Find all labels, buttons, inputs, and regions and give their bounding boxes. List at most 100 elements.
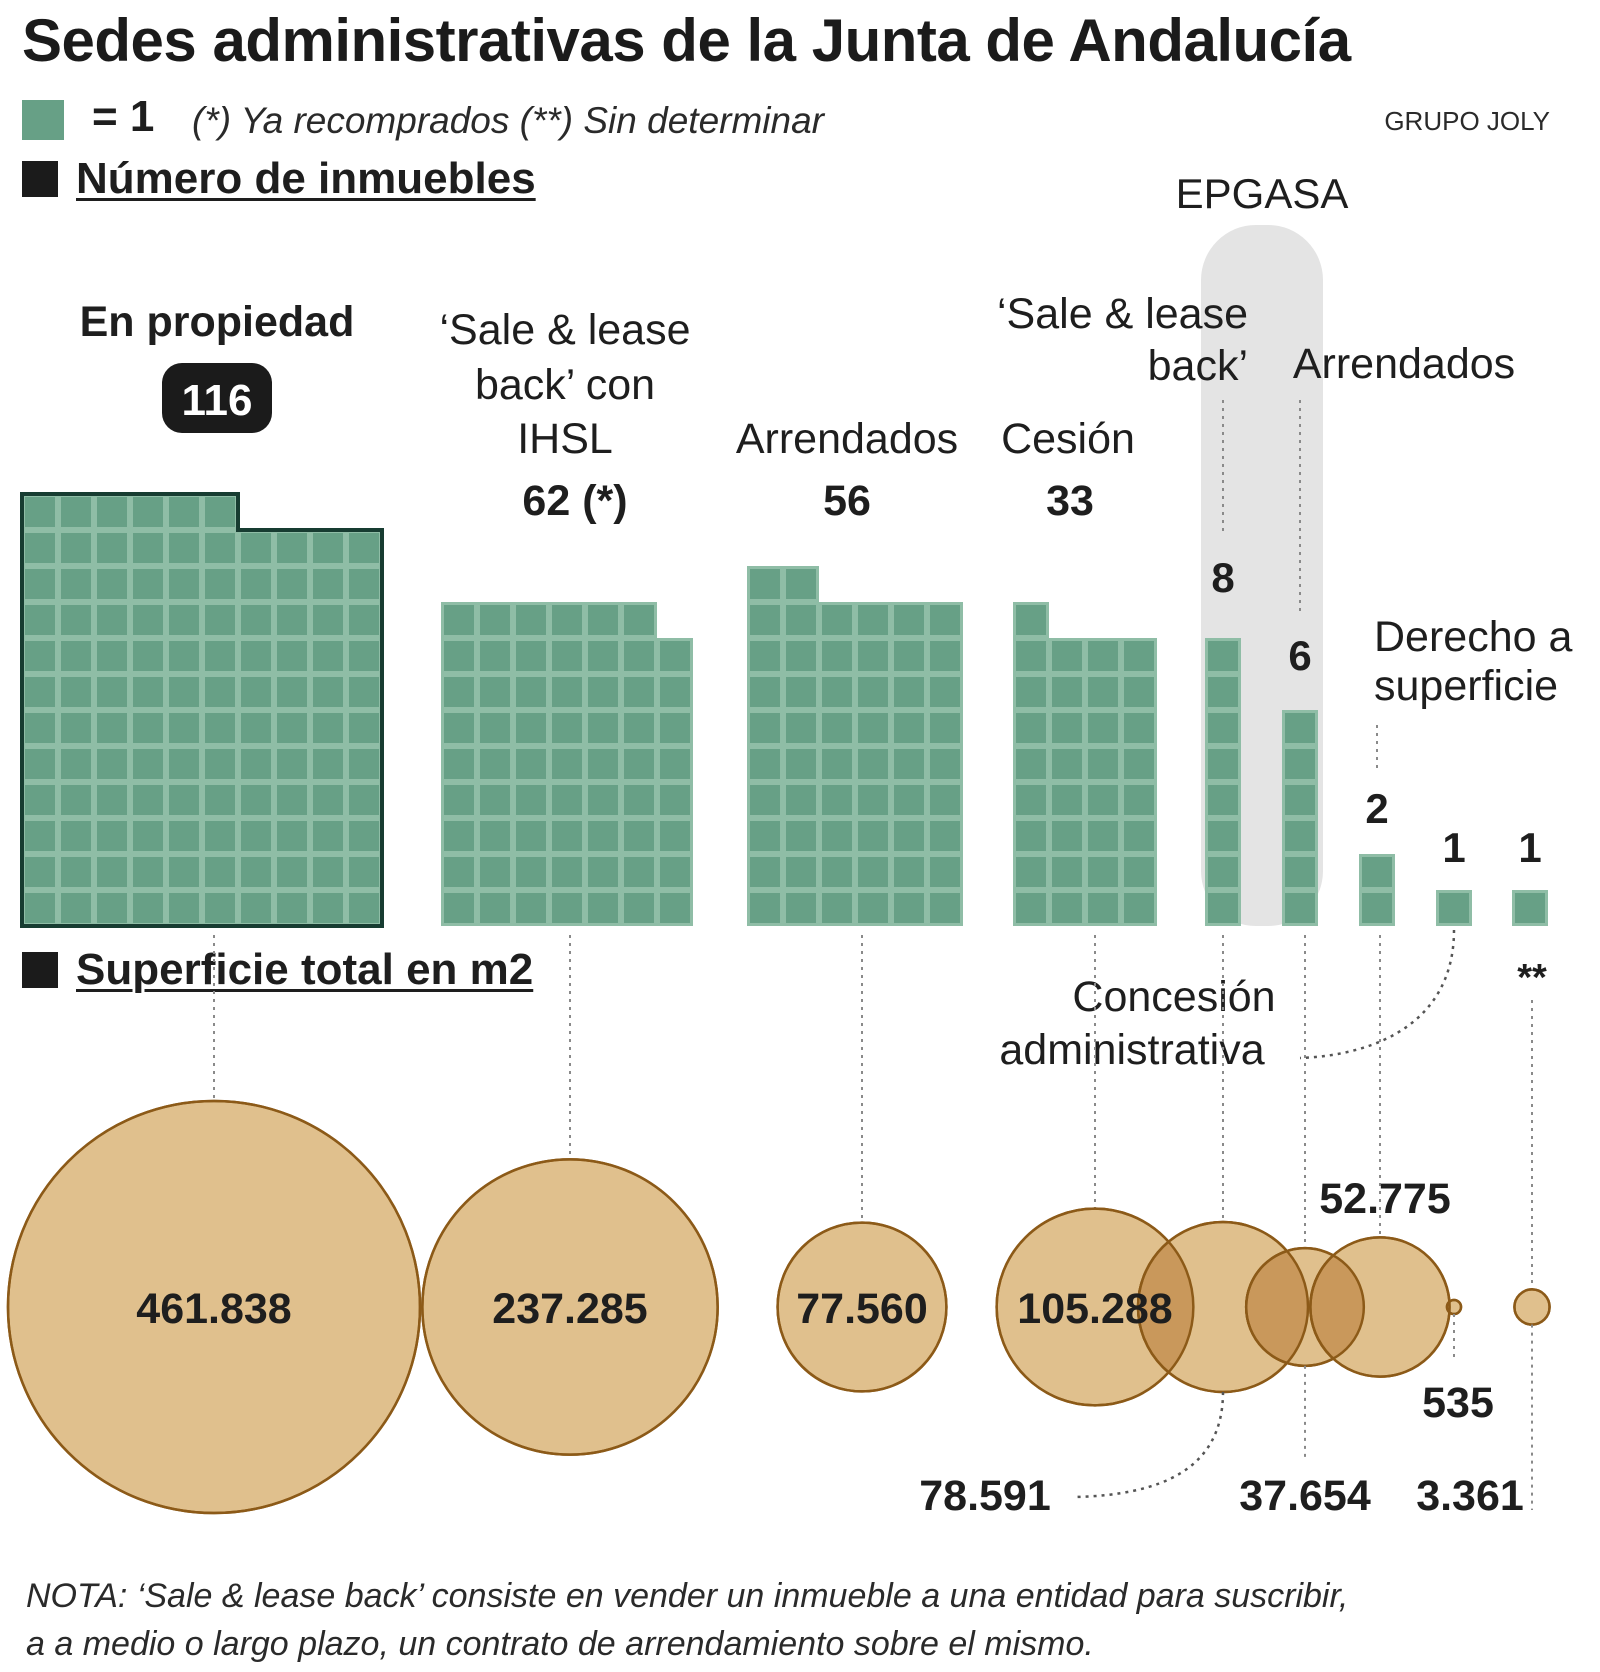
- waffle-square: [238, 602, 274, 638]
- waffle-square: [783, 638, 819, 674]
- waffle-square: [855, 890, 891, 926]
- waffle-square: [1359, 890, 1395, 926]
- waffle-square: [166, 674, 202, 710]
- category-label: Concesión: [1072, 973, 1275, 1021]
- category-label: back’: [1148, 342, 1248, 390]
- waffle-square: [441, 638, 477, 674]
- waffle-square: [1282, 782, 1318, 818]
- footnote-line-2: a a medio o largo plazo, un contrato de …: [26, 1625, 1094, 1663]
- waffle-square: [927, 674, 963, 710]
- waffle-square: [94, 494, 130, 530]
- marker-label: **: [1517, 957, 1547, 999]
- waffle-square: [274, 530, 310, 566]
- waffle-square: [58, 890, 94, 926]
- bubble-value-label: 461.838: [136, 1285, 291, 1333]
- waffle-square: [783, 746, 819, 782]
- waffle-square: [819, 602, 855, 638]
- waffle-square: [747, 566, 783, 602]
- waffle-square: [441, 854, 477, 890]
- waffle-square: [657, 782, 693, 818]
- waffle-square: [238, 890, 274, 926]
- bubble-outline: [1309, 1236, 1451, 1378]
- waffle-square: [1205, 746, 1241, 782]
- waffle-square: [747, 674, 783, 710]
- waffle-square: [1085, 818, 1121, 854]
- section-area-heading: Superficie total en m2: [22, 945, 533, 995]
- waffle-square: [549, 854, 585, 890]
- waffle-square: [274, 710, 310, 746]
- waffle-square: [1205, 638, 1241, 674]
- waffle-square: [166, 638, 202, 674]
- waffle-square: [130, 854, 166, 890]
- waffle-square: [657, 746, 693, 782]
- waffle-square: [441, 890, 477, 926]
- waffle-square: [22, 494, 58, 530]
- bubble-value-label: 535: [1422, 1379, 1494, 1427]
- waffle-square: [819, 638, 855, 674]
- waffle-square: [747, 890, 783, 926]
- waffle-square: [130, 818, 166, 854]
- waffle-square: [621, 602, 657, 638]
- waffle-square: [346, 710, 382, 746]
- waffle-square: [346, 782, 382, 818]
- waffle-square: [549, 782, 585, 818]
- value-label: 56: [823, 477, 871, 525]
- waffle-square: [310, 530, 346, 566]
- waffle-square: [346, 638, 382, 674]
- waffle-square: [585, 602, 621, 638]
- waffle-square: [310, 818, 346, 854]
- waffle-square: [585, 710, 621, 746]
- waffle-square: [94, 674, 130, 710]
- waffle-square: [1049, 638, 1085, 674]
- category-label: IHSL: [517, 415, 613, 463]
- waffle-square: [477, 854, 513, 890]
- waffle-square: [202, 638, 238, 674]
- waffle-square: [58, 638, 94, 674]
- waffle-square: [1049, 890, 1085, 926]
- waffle-square: [22, 890, 58, 926]
- waffle-square: [202, 530, 238, 566]
- value-label: 62 (*): [522, 477, 627, 525]
- waffle-highlight-outline: [20, 492, 384, 928]
- category-label: En propiedad: [80, 298, 355, 346]
- waffle-square: [891, 818, 927, 854]
- waffle-square: [310, 890, 346, 926]
- waffle-square: [94, 854, 130, 890]
- waffle-square: [1282, 746, 1318, 782]
- waffle-square: [310, 566, 346, 602]
- waffle-square: [238, 818, 274, 854]
- waffle-square: [441, 818, 477, 854]
- waffle-square: [1121, 890, 1157, 926]
- waffle-square: [549, 602, 585, 638]
- waffle-square: [1049, 674, 1085, 710]
- waffle-square: [891, 782, 927, 818]
- waffle-square: [1282, 818, 1318, 854]
- waffle-square: [310, 710, 346, 746]
- waffle-square: [1013, 818, 1049, 854]
- waffle-square: [94, 710, 130, 746]
- waffle-square: [274, 566, 310, 602]
- waffle-square: [927, 818, 963, 854]
- bubble-value-label: 105.288: [1017, 1285, 1172, 1333]
- waffle-square: [310, 782, 346, 818]
- epgasa-group-label: EPGASA: [1176, 170, 1349, 217]
- bubble-value-label: 78.591: [919, 1472, 1051, 1520]
- waffle-square: [747, 818, 783, 854]
- waffle-square: [202, 890, 238, 926]
- waffle-square: [238, 530, 274, 566]
- waffle-square: [1013, 854, 1049, 890]
- waffle-square: [310, 674, 346, 710]
- waffle-square: [202, 674, 238, 710]
- waffle-square: [621, 890, 657, 926]
- waffle-square: [1013, 782, 1049, 818]
- value-label: 33: [1046, 477, 1094, 525]
- waffle-square: [1436, 890, 1472, 926]
- waffle-square: [94, 890, 130, 926]
- waffle-square: [549, 674, 585, 710]
- waffle-square: [1205, 674, 1241, 710]
- waffle-square: [1282, 854, 1318, 890]
- waffle-square: [621, 746, 657, 782]
- waffle-square: [238, 854, 274, 890]
- waffle-square: [441, 782, 477, 818]
- waffle-square: [513, 710, 549, 746]
